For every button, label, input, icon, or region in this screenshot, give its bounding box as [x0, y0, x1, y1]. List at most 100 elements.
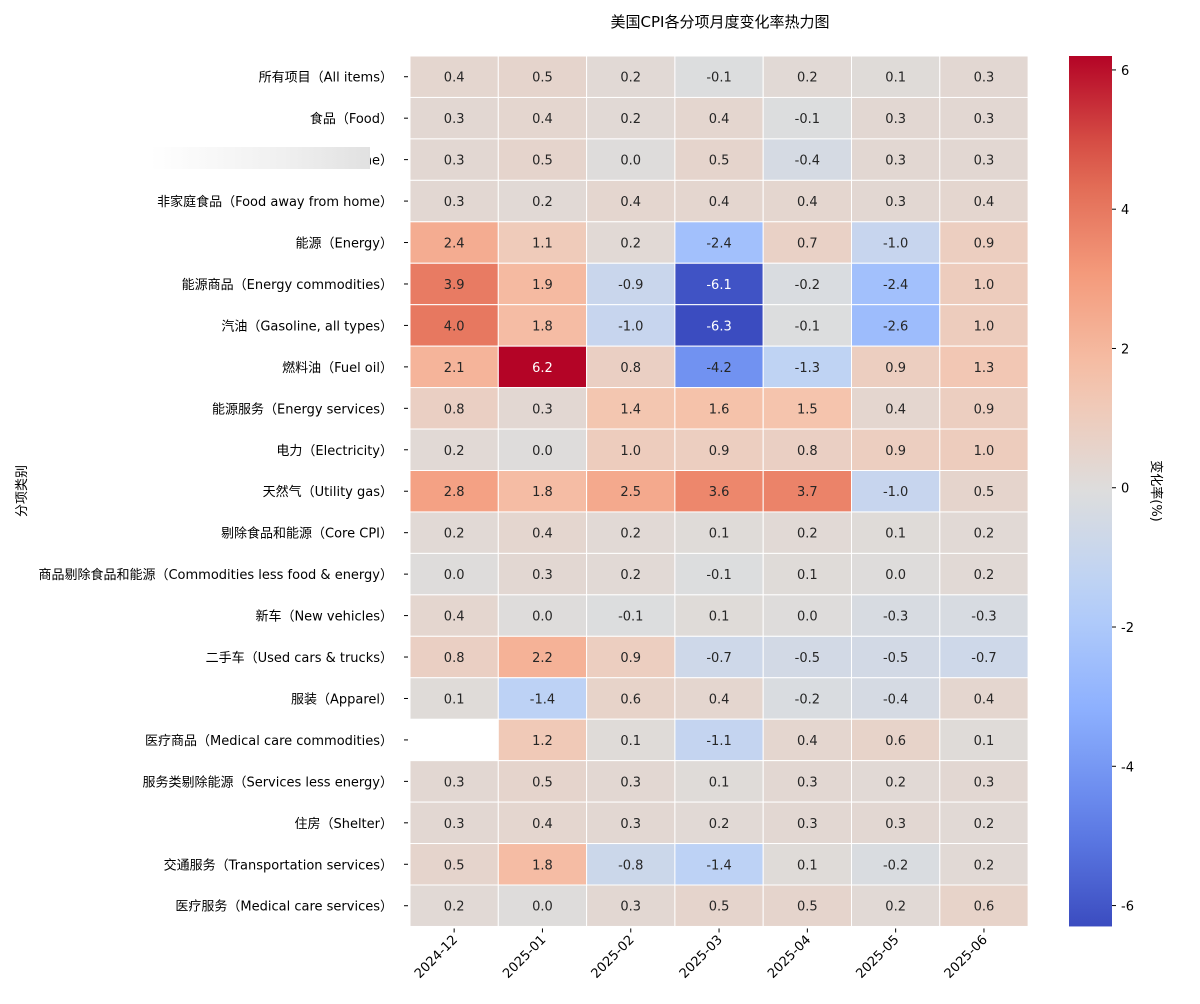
x-tick-label: 2025-04 [765, 933, 814, 982]
cell-value-label: 0.4 [709, 112, 730, 127]
y-tick-label: 医疗服务（Medical care services） [175, 899, 393, 915]
heatmap-cell [762, 55, 853, 98]
y-tick-label: 住房（Shelter） [294, 816, 393, 832]
cell-value-label: 0.4 [444, 610, 465, 625]
heatmap-cell [851, 345, 941, 389]
cell-value-label: -0.7 [971, 651, 996, 666]
heatmap-cell [409, 262, 499, 306]
cell-value-label: 0.0 [620, 154, 641, 169]
cell-value-label: 0.2 [620, 568, 641, 583]
cell-value-label: 1.5 [797, 402, 818, 417]
cell-value-label: 0.5 [709, 154, 730, 169]
cell-value-label: 0.5 [532, 71, 553, 86]
cell-value-label: 0.6 [974, 900, 995, 915]
cell-value-label: 0.2 [444, 444, 465, 459]
heatmap-cell [409, 387, 499, 430]
cell-value-label: -0.1 [706, 568, 731, 583]
cell-value-label: 0.8 [797, 444, 818, 459]
cell-value-label: 0.1 [797, 858, 818, 873]
cell-value-label: 0.9 [885, 361, 906, 376]
x-tick-label: 2025-03 [677, 933, 726, 982]
cell-value-label: 0.0 [532, 900, 553, 915]
heatmap-cell [409, 304, 499, 347]
heatmap-cell [939, 262, 1029, 306]
heatmap-cell [674, 511, 764, 554]
heatmap-cell [939, 55, 1029, 98]
heatmap-cell [586, 55, 676, 98]
cell-value-label: 0.6 [885, 734, 906, 749]
heatmap-cell [409, 635, 499, 679]
heatmap-cell [497, 552, 588, 596]
cell-value-label: 0.0 [444, 568, 465, 583]
cell-value-label: -1.0 [883, 237, 908, 252]
x-tick-label: 2024-12 [412, 933, 461, 982]
heatmap-cell [674, 262, 764, 306]
y-tick-label: 服装（Apparel） [291, 692, 393, 707]
cell-value-label: -1.0 [883, 485, 908, 500]
heatmap-cell [762, 511, 853, 554]
heatmap-cell [497, 138, 588, 181]
cell-value-label: 0.3 [797, 817, 818, 832]
colorbar-tick-label: 0 [1121, 482, 1129, 497]
cell-value-label: 0.0 [532, 610, 553, 625]
heatmap-cell [939, 843, 1029, 886]
colorbar-tick-label: 6 [1121, 64, 1129, 79]
cell-value-label: -6.1 [706, 278, 731, 293]
x-axis: 2024-12 2025-01 2025-02 2025-03 2025-04 2025-… [412, 928, 991, 982]
cell-value-label: 2.4 [444, 237, 465, 252]
heatmap-cell [939, 304, 1029, 347]
cell-value-label: 3.6 [709, 485, 730, 500]
cell-value-label: 3.9 [444, 278, 465, 293]
cell-value-label: 1.0 [974, 319, 995, 334]
heatmap-cell [497, 718, 588, 762]
cell-value-label: -4.2 [706, 361, 731, 376]
cell-value-label: -0.4 [883, 692, 908, 707]
cell-value-label: 0.2 [709, 817, 730, 832]
heatmap-cell [586, 179, 676, 223]
cell-value-label: 0.9 [709, 444, 730, 459]
heatmap-cell [497, 470, 588, 513]
heatmap-cell [409, 511, 499, 554]
cell-value-label: 0.2 [620, 237, 641, 252]
cell-value-label: 0.4 [709, 692, 730, 707]
cell-value-label: 0.4 [532, 527, 553, 542]
cell-value-label: 0.4 [532, 817, 553, 832]
heatmap-cell [762, 718, 853, 762]
row-label-overlay [150, 147, 370, 169]
heatmap-cell [409, 801, 499, 845]
cell-value-label: 0.3 [532, 568, 553, 583]
heatmap-cell [674, 345, 764, 389]
heatmap-cell [939, 511, 1029, 554]
cell-value-label: 0.5 [709, 900, 730, 915]
cell-value-label: 0.4 [709, 195, 730, 210]
heatmap-cell [762, 345, 853, 389]
cell-value-label: 0.4 [532, 112, 553, 127]
heatmap-cell [674, 801, 764, 845]
cell-value-label: 0.4 [620, 195, 641, 210]
cell-value-label: -0.5 [883, 651, 908, 666]
heatmap-cell [497, 304, 588, 347]
heatmap-cell [939, 884, 1029, 927]
cell-value-label: 0.3 [444, 195, 465, 210]
cell-value-label: 1.8 [532, 319, 553, 334]
cell-value-label: 0.1 [709, 775, 730, 790]
cell-value-label: 0.2 [974, 527, 995, 542]
cell-value-label: 0.3 [620, 817, 641, 832]
cell-value-label: -0.1 [706, 71, 731, 86]
cell-value-label: 0.5 [797, 900, 818, 915]
heatmap-cell [939, 179, 1029, 223]
cell-value-label: -0.8 [618, 858, 643, 873]
cell-value-label: 0.2 [444, 527, 465, 542]
cell-value-label: 0.1 [885, 71, 906, 86]
cell-value-label: 1.0 [974, 278, 995, 293]
heatmap-cell [674, 470, 764, 513]
cell-value-label: 0.9 [974, 237, 995, 252]
cell-value-label: 0.5 [444, 858, 465, 873]
y-tick-label: 二手车（Used cars & trucks） [206, 650, 393, 666]
heatmap-cell [497, 635, 588, 679]
y-tick-label: 交通服务（Transportation services） [164, 857, 393, 873]
heatmap-cell [939, 221, 1029, 264]
cell-value-label: 0.1 [709, 527, 730, 542]
